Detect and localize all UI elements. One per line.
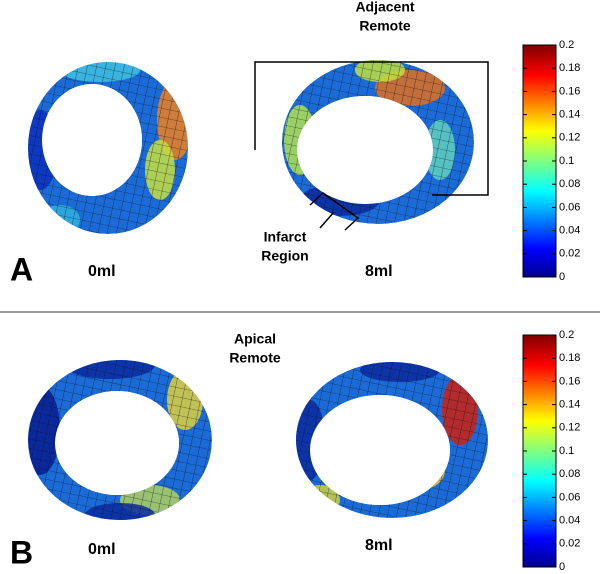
- tick-label: 0.18: [559, 352, 580, 364]
- strain-ring: [27, 359, 213, 521]
- tick-label: 0.06: [559, 201, 580, 213]
- annotation: Remote: [359, 18, 411, 34]
- bracket: [309, 192, 360, 231]
- tick-label: 0.1: [559, 445, 574, 457]
- annotation: Infarct: [264, 229, 307, 245]
- strain-ring: [28, 62, 188, 234]
- mesh: [28, 62, 188, 234]
- tick-label: 0.12: [559, 132, 580, 144]
- tick-label: 0.14: [559, 399, 580, 411]
- annotation: Remote: [229, 350, 281, 366]
- tick-label: 0: [559, 271, 565, 283]
- colorbar: [522, 44, 557, 278]
- annotation: Region: [261, 248, 308, 264]
- strain-ring: [282, 60, 474, 224]
- bracket: [254, 61, 489, 196]
- mesh: [282, 60, 474, 224]
- panel-letter: A: [10, 251, 33, 287]
- colorbar: [522, 334, 557, 568]
- tick-label: 0.2: [559, 39, 574, 51]
- tick-label: 0.04: [559, 515, 580, 527]
- tick-label: 0.06: [559, 491, 580, 503]
- tick-label: 0.04: [559, 225, 580, 237]
- volume-label: 0ml: [88, 541, 116, 558]
- strain-ring: [296, 362, 488, 518]
- volume-label: 0ml: [88, 263, 116, 280]
- tick-label: 0.16: [559, 85, 580, 97]
- tick-label: 0.02: [559, 538, 580, 550]
- annotation: Adjacent: [355, 0, 414, 15]
- tick-label: 0.18: [559, 62, 580, 74]
- tick-label: 0.2: [559, 329, 574, 341]
- tick-label: 0.1: [559, 155, 574, 167]
- mesh: [296, 362, 488, 518]
- tick-label: 0.16: [559, 375, 580, 387]
- volume-label: 8ml: [365, 263, 393, 280]
- mesh: [27, 359, 213, 521]
- tick-label: 0.08: [559, 468, 580, 480]
- tick-label: 0.02: [559, 248, 580, 260]
- annotation: Apical: [234, 331, 276, 347]
- rings: [27, 60, 488, 521]
- panel-letter: B: [10, 534, 33, 570]
- tick-label: 0: [559, 561, 565, 573]
- volume-label: 8ml: [365, 537, 393, 554]
- tick-label: 0.08: [559, 178, 580, 190]
- tick-label: 0.12: [559, 422, 580, 434]
- tick-label: 0.14: [559, 109, 580, 121]
